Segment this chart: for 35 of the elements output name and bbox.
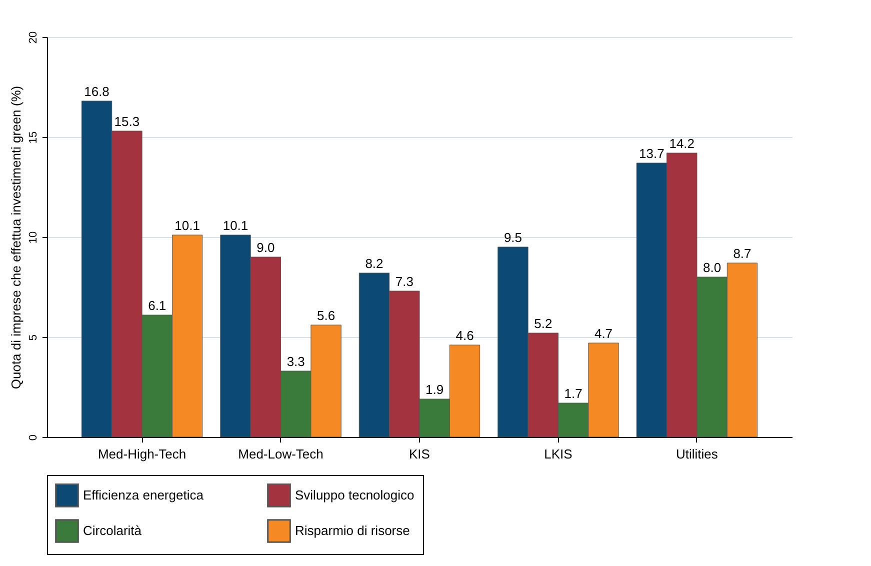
data-label: 14.2: [669, 136, 695, 151]
data-label: 9.5: [504, 230, 522, 245]
x-tick-label: KIS: [409, 446, 430, 462]
data-label: 16.8: [84, 84, 110, 99]
data-label: 5.6: [316, 308, 336, 323]
data-label: 13.7: [639, 146, 664, 161]
legend-label: Efficienza energetica: [83, 487, 204, 502]
y-tick-label: 0: [28, 434, 40, 441]
data-label: 3.3: [286, 354, 305, 369]
data-label: 10.1: [222, 218, 248, 233]
data-label: 7.3: [395, 274, 414, 289]
data-label: 6.1: [148, 298, 166, 313]
x-tick-label: LKIS: [544, 446, 573, 462]
data-label: 1.7: [564, 386, 582, 401]
data-label: 1.9: [426, 382, 444, 397]
legend-label: Sviluppo tecnologico: [295, 487, 414, 502]
data-label: 8.2: [365, 256, 384, 271]
data-label: 10.1: [174, 218, 200, 233]
y-tick-label: 20: [28, 31, 40, 44]
y-axis-title: Quota di imprese che effettua investimenti green (%): [8, 86, 24, 390]
x-tick-label: Med-Low-Tech: [238, 446, 324, 462]
legend-label: Circolarità: [83, 523, 142, 538]
data-label: 15.3: [114, 114, 140, 129]
x-tick-label: Med-High-Tech: [98, 446, 186, 462]
data-label: 4.6: [456, 328, 474, 343]
y-tick-label: 15: [28, 131, 40, 144]
data-label: 4.7: [594, 326, 613, 341]
data-label: 8.0: [703, 260, 722, 275]
y-tick-label: 10: [28, 231, 40, 244]
y-tick-label: 5: [28, 334, 40, 341]
x-tick-label: Utilities: [676, 446, 718, 462]
data-label: 8.7: [733, 246, 752, 261]
data-label: 9.0: [256, 240, 275, 255]
legend-label: Risparmio di risorse: [295, 523, 410, 538]
data-label: 5.2: [534, 316, 552, 331]
